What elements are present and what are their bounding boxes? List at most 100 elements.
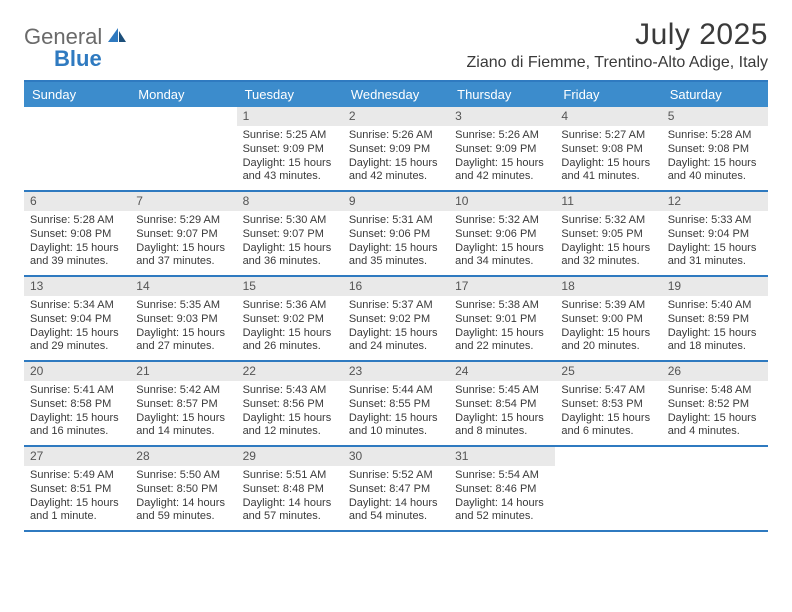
day-number: 12 <box>662 192 768 211</box>
sunrise-text: Sunrise: 5:51 AM <box>243 469 337 483</box>
day-details: Sunrise: 5:49 AMSunset: 8:51 PMDaylight:… <box>24 466 130 530</box>
daylight-text: Daylight: 15 hours and 37 minutes. <box>136 242 230 270</box>
calendar-day-cell: 22Sunrise: 5:43 AMSunset: 8:56 PMDayligh… <box>237 362 343 445</box>
sunset-text: Sunset: 8:57 PM <box>136 398 230 412</box>
calendar-day-cell: 27Sunrise: 5:49 AMSunset: 8:51 PMDayligh… <box>24 447 130 530</box>
day-details: Sunrise: 5:34 AMSunset: 9:04 PMDaylight:… <box>24 296 130 360</box>
daylight-text: Daylight: 15 hours and 32 minutes. <box>561 242 655 270</box>
sunset-text: Sunset: 9:09 PM <box>455 143 549 157</box>
day-number: 5 <box>662 107 768 126</box>
sunset-text: Sunset: 8:55 PM <box>349 398 443 412</box>
day-details: Sunrise: 5:30 AMSunset: 9:07 PMDaylight:… <box>237 211 343 275</box>
sunrise-text: Sunrise: 5:28 AM <box>668 129 762 143</box>
daylight-text: Daylight: 15 hours and 36 minutes. <box>243 242 337 270</box>
sunrise-text: Sunrise: 5:33 AM <box>668 214 762 228</box>
sunset-text: Sunset: 8:51 PM <box>30 483 124 497</box>
calendar-day-cell: 10Sunrise: 5:32 AMSunset: 9:06 PMDayligh… <box>449 192 555 275</box>
sunset-text: Sunset: 9:04 PM <box>668 228 762 242</box>
sunrise-text: Sunrise: 5:31 AM <box>349 214 443 228</box>
day-details: Sunrise: 5:28 AMSunset: 9:08 PMDaylight:… <box>24 211 130 275</box>
calendar-day-cell: 9Sunrise: 5:31 AMSunset: 9:06 PMDaylight… <box>343 192 449 275</box>
daylight-text: Daylight: 15 hours and 10 minutes. <box>349 412 443 440</box>
calendar-day-header: SundayMondayTuesdayWednesdayThursdayFrid… <box>24 82 768 107</box>
title-block: July 2025 Ziano di Fiemme, Trentino-Alto… <box>467 18 768 72</box>
day-number <box>662 447 768 465</box>
calendar-day-cell: 25Sunrise: 5:47 AMSunset: 8:53 PMDayligh… <box>555 362 661 445</box>
calendar-day-cell: 29Sunrise: 5:51 AMSunset: 8:48 PMDayligh… <box>237 447 343 530</box>
calendar-day-cell: 19Sunrise: 5:40 AMSunset: 8:59 PMDayligh… <box>662 277 768 360</box>
daylight-text: Daylight: 15 hours and 39 minutes. <box>30 242 124 270</box>
daylight-text: Daylight: 14 hours and 59 minutes. <box>136 497 230 525</box>
sunset-text: Sunset: 9:08 PM <box>668 143 762 157</box>
sunrise-text: Sunrise: 5:27 AM <box>561 129 655 143</box>
day-number: 27 <box>24 447 130 466</box>
day-number: 9 <box>343 192 449 211</box>
calendar-day-cell: 14Sunrise: 5:35 AMSunset: 9:03 PMDayligh… <box>130 277 236 360</box>
calendar-day-cell: 20Sunrise: 5:41 AMSunset: 8:58 PMDayligh… <box>24 362 130 445</box>
calendar-day-cell: 3Sunrise: 5:26 AMSunset: 9:09 PMDaylight… <box>449 107 555 190</box>
calendar-day-cell <box>662 447 768 530</box>
day-number: 19 <box>662 277 768 296</box>
day-details: Sunrise: 5:45 AMSunset: 8:54 PMDaylight:… <box>449 381 555 445</box>
day-details: Sunrise: 5:47 AMSunset: 8:53 PMDaylight:… <box>555 381 661 445</box>
calendar-week-row: 6Sunrise: 5:28 AMSunset: 9:08 PMDaylight… <box>24 192 768 277</box>
sunset-text: Sunset: 9:02 PM <box>243 313 337 327</box>
sunset-text: Sunset: 8:56 PM <box>243 398 337 412</box>
sunset-text: Sunset: 8:47 PM <box>349 483 443 497</box>
calendar-day-cell: 8Sunrise: 5:30 AMSunset: 9:07 PMDaylight… <box>237 192 343 275</box>
day-details: Sunrise: 5:26 AMSunset: 9:09 PMDaylight:… <box>449 126 555 190</box>
daylight-text: Daylight: 15 hours and 6 minutes. <box>561 412 655 440</box>
calendar-day-cell: 31Sunrise: 5:54 AMSunset: 8:46 PMDayligh… <box>449 447 555 530</box>
day-number: 6 <box>24 192 130 211</box>
calendar: SundayMondayTuesdayWednesdayThursdayFrid… <box>24 80 768 532</box>
day-details: Sunrise: 5:27 AMSunset: 9:08 PMDaylight:… <box>555 126 661 190</box>
day-number: 26 <box>662 362 768 381</box>
day-number: 4 <box>555 107 661 126</box>
calendar-day-cell: 5Sunrise: 5:28 AMSunset: 9:08 PMDaylight… <box>662 107 768 190</box>
daylight-text: Daylight: 15 hours and 34 minutes. <box>455 242 549 270</box>
calendar-week-row: 27Sunrise: 5:49 AMSunset: 8:51 PMDayligh… <box>24 447 768 532</box>
day-number: 7 <box>130 192 236 211</box>
day-details: Sunrise: 5:26 AMSunset: 9:09 PMDaylight:… <box>343 126 449 190</box>
sunset-text: Sunset: 9:05 PM <box>561 228 655 242</box>
calendar-day-cell <box>555 447 661 530</box>
day-number: 16 <box>343 277 449 296</box>
day-details: Sunrise: 5:50 AMSunset: 8:50 PMDaylight:… <box>130 466 236 530</box>
day-number: 20 <box>24 362 130 381</box>
sunrise-text: Sunrise: 5:49 AM <box>30 469 124 483</box>
day-details: Sunrise: 5:31 AMSunset: 9:06 PMDaylight:… <box>343 211 449 275</box>
sunset-text: Sunset: 8:52 PM <box>668 398 762 412</box>
day-number: 31 <box>449 447 555 466</box>
day-details: Sunrise: 5:43 AMSunset: 8:56 PMDaylight:… <box>237 381 343 445</box>
daylight-text: Daylight: 15 hours and 1 minute. <box>30 497 124 525</box>
sunrise-text: Sunrise: 5:32 AM <box>561 214 655 228</box>
day-details: Sunrise: 5:32 AMSunset: 9:06 PMDaylight:… <box>449 211 555 275</box>
sunrise-text: Sunrise: 5:38 AM <box>455 299 549 313</box>
sunset-text: Sunset: 9:08 PM <box>30 228 124 242</box>
sunrise-text: Sunrise: 5:35 AM <box>136 299 230 313</box>
calendar-day-cell: 24Sunrise: 5:45 AMSunset: 8:54 PMDayligh… <box>449 362 555 445</box>
sunrise-text: Sunrise: 5:44 AM <box>349 384 443 398</box>
day-number: 3 <box>449 107 555 126</box>
day-number: 10 <box>449 192 555 211</box>
daylight-text: Daylight: 15 hours and 27 minutes. <box>136 327 230 355</box>
day-number: 30 <box>343 447 449 466</box>
day-details: Sunrise: 5:39 AMSunset: 9:00 PMDaylight:… <box>555 296 661 360</box>
day-details: Sunrise: 5:36 AMSunset: 9:02 PMDaylight:… <box>237 296 343 360</box>
sunrise-text: Sunrise: 5:52 AM <box>349 469 443 483</box>
brand-sail-icon <box>106 26 128 49</box>
day-number: 17 <box>449 277 555 296</box>
day-number: 25 <box>555 362 661 381</box>
day-details: Sunrise: 5:54 AMSunset: 8:46 PMDaylight:… <box>449 466 555 530</box>
sunrise-text: Sunrise: 5:50 AM <box>136 469 230 483</box>
daylight-text: Daylight: 15 hours and 22 minutes. <box>455 327 549 355</box>
sunrise-text: Sunrise: 5:47 AM <box>561 384 655 398</box>
calendar-week-row: 20Sunrise: 5:41 AMSunset: 8:58 PMDayligh… <box>24 362 768 447</box>
day-number <box>130 107 236 125</box>
calendar-day-cell: 13Sunrise: 5:34 AMSunset: 9:04 PMDayligh… <box>24 277 130 360</box>
calendar-day-cell: 18Sunrise: 5:39 AMSunset: 9:00 PMDayligh… <box>555 277 661 360</box>
sunrise-text: Sunrise: 5:26 AM <box>455 129 549 143</box>
daylight-text: Daylight: 15 hours and 4 minutes. <box>668 412 762 440</box>
daylight-text: Daylight: 15 hours and 8 minutes. <box>455 412 549 440</box>
day-number: 21 <box>130 362 236 381</box>
